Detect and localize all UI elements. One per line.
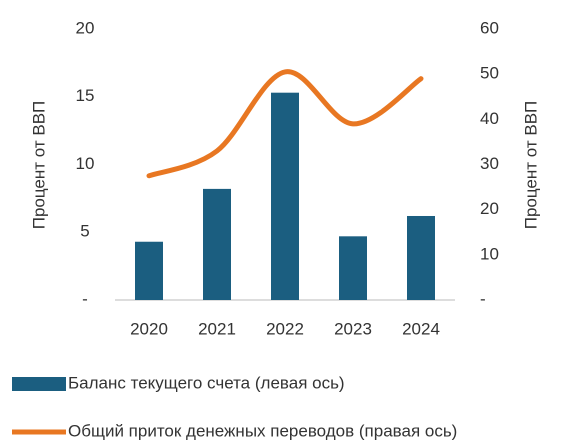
legend-swatch: [12, 377, 66, 391]
y2-tick-label: 60: [480, 18, 499, 37]
y2-tick-label: 20: [480, 199, 499, 218]
y-axis-title: Процент от ВВП: [29, 101, 48, 230]
legend-label: Общий приток денежных переводов (правая …: [68, 421, 457, 440]
bar: [339, 236, 367, 300]
y2-tick-label: -: [480, 289, 486, 308]
x-tick-label: 2023: [334, 319, 372, 338]
y-tick-label: 15: [76, 86, 95, 105]
y2-tick-label: 50: [480, 64, 499, 83]
y-tick-label: 20: [76, 18, 95, 37]
bar: [271, 92, 299, 300]
bar: [135, 241, 163, 300]
x-tick-label: 2024: [402, 319, 440, 338]
y2-tick-label: 40: [480, 109, 499, 128]
y2-axis-title: Процент от ВВП: [521, 101, 540, 230]
x-tick-label: 2020: [130, 319, 168, 338]
y-tick-label: -: [82, 289, 88, 308]
x-tick-label: 2022: [266, 319, 304, 338]
y2-tick-label: 30: [480, 154, 499, 173]
bar: [203, 188, 231, 300]
line: [146, 69, 424, 179]
y-tick-label: 5: [80, 222, 89, 241]
y-tick-label: 10: [76, 154, 95, 173]
y2-tick-label: 10: [480, 244, 499, 263]
x-tick-label: 2021: [198, 319, 236, 338]
bar: [407, 215, 435, 300]
legend-label: Баланс текущего счета (левая ось): [68, 373, 345, 392]
